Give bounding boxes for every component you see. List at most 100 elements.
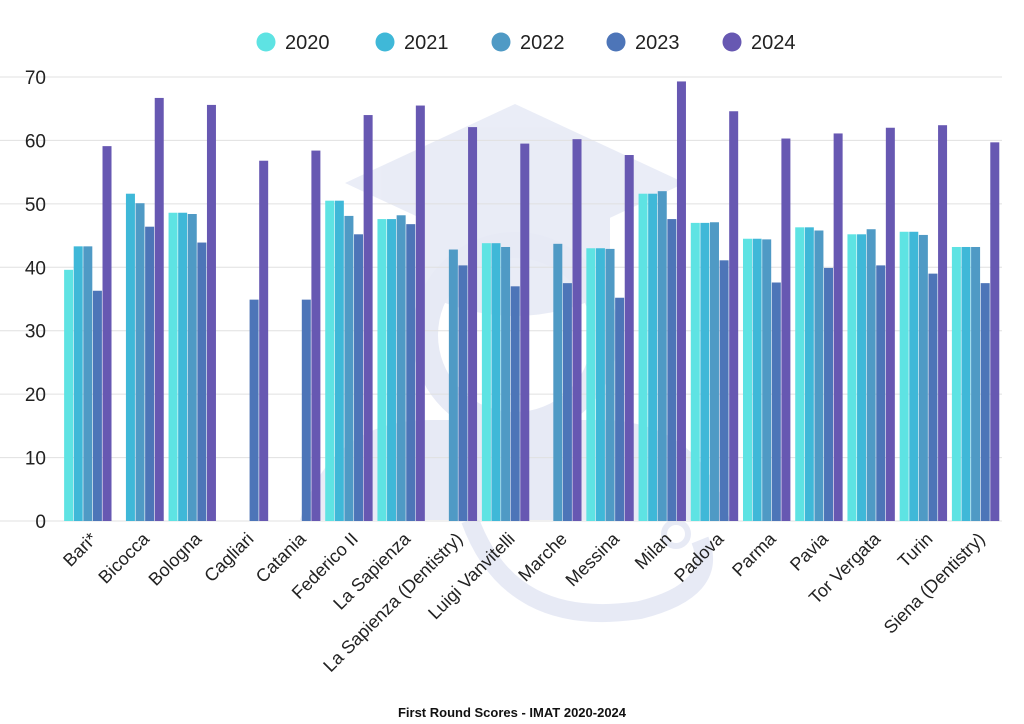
legend: 2020 2021 2022 2023 2024 — [256, 32, 796, 54]
bar-2023-4 — [301, 299, 311, 521]
bar-2024-13 — [781, 138, 791, 522]
bar-2023-13 — [771, 282, 781, 521]
bar-2020-16 — [899, 231, 909, 521]
bar-2020-11 — [638, 193, 648, 522]
bar-2021-0 — [73, 246, 83, 521]
bar-2023-5 — [354, 234, 364, 521]
bar-2021-15 — [857, 234, 867, 521]
y-tick-label: 30 — [25, 322, 46, 343]
bar-2023-0 — [92, 290, 102, 521]
bar-2022-14 — [814, 230, 824, 522]
x-category-label: Turin — [894, 529, 937, 572]
legend-label-2022: 2022 — [520, 32, 565, 54]
bar-2022-12 — [709, 222, 719, 521]
bar-2020-14 — [795, 227, 805, 521]
bar-2023-16 — [928, 273, 938, 521]
bar-2021-6 — [387, 219, 397, 521]
bar-2022-16 — [918, 234, 928, 522]
bar-2022-10 — [605, 248, 615, 522]
bar-2024-2 — [206, 104, 216, 521]
bar-2021-14 — [804, 227, 814, 521]
bar-2020-8 — [481, 243, 491, 521]
bar-2020-0 — [64, 269, 74, 521]
bar-2024-9 — [572, 139, 582, 521]
bar-2022-11 — [657, 191, 667, 521]
bar-2024-16 — [938, 125, 948, 521]
bar-2022-8 — [501, 246, 511, 521]
x-category-label: Milan — [631, 529, 676, 574]
bar-2021-13 — [752, 238, 762, 521]
x-category-label: Bari* — [59, 529, 101, 571]
bar-2021-12 — [700, 222, 710, 521]
bar-2023-15 — [876, 265, 886, 521]
bar-2024-6 — [415, 105, 425, 522]
bar-2021-11 — [648, 193, 658, 522]
bar-2022-6 — [396, 215, 406, 521]
bar-2020-17 — [951, 246, 961, 521]
bar-2020-10 — [586, 248, 596, 521]
bar-2022-5 — [344, 215, 354, 521]
bar-2023-9 — [562, 283, 572, 521]
bar-2021-16 — [909, 231, 919, 521]
bar-2021-8 — [491, 243, 501, 521]
legend-label-2023: 2023 — [635, 32, 680, 54]
bar-2021-1 — [125, 193, 135, 522]
chart-title: First Round Scores - IMAT 2020-2024 — [398, 705, 627, 720]
bar-2024-11 — [676, 81, 686, 521]
bar-2024-14 — [833, 133, 843, 522]
x-category-label: Cagliari — [200, 529, 257, 586]
bar-2023-17 — [980, 283, 990, 521]
bar-2022-13 — [762, 239, 772, 521]
bar-2023-10 — [615, 297, 625, 521]
bar-2024-4 — [311, 150, 321, 521]
bars — [64, 81, 1000, 522]
bar-2023-11 — [667, 219, 677, 521]
bar-2020-12 — [690, 222, 700, 521]
bar-2024-0 — [102, 146, 112, 521]
legend-label-2024: 2024 — [751, 32, 796, 54]
legend-swatch-2023 — [606, 32, 626, 52]
y-tick-label: 10 — [25, 449, 46, 470]
bar-2022-1 — [135, 203, 145, 522]
bar-2020-2 — [168, 212, 178, 522]
bar-2022-17 — [971, 246, 981, 521]
bar-2022-2 — [187, 214, 197, 521]
bar-2023-6 — [406, 224, 416, 521]
bar-2021-17 — [961, 246, 971, 521]
bar-2021-2 — [178, 212, 188, 522]
bar-2023-2 — [197, 242, 207, 521]
legend-label-2021: 2021 — [404, 32, 449, 54]
bar-2020-6 — [377, 219, 387, 521]
y-tick-label: 20 — [25, 385, 46, 406]
y-tick-label: 40 — [25, 258, 46, 279]
x-category-label: Messina — [562, 528, 624, 590]
bar-2021-10 — [595, 248, 605, 521]
y-tick-label: 0 — [35, 512, 46, 533]
legend-swatch-2021 — [375, 32, 395, 52]
bar-2024-12 — [729, 111, 739, 521]
x-category-label: Parma — [728, 528, 780, 580]
bar-2023-8 — [510, 286, 520, 521]
bar-2024-3 — [259, 160, 269, 521]
bar-2024-17 — [990, 142, 1000, 521]
bar-2023-1 — [145, 226, 155, 522]
x-category-label: Bicocca — [94, 528, 153, 587]
bar-2023-3 — [249, 299, 259, 521]
bar-2023-7 — [458, 265, 468, 521]
bar-2022-9 — [553, 243, 563, 521]
bar-2022-15 — [866, 229, 876, 521]
bar-2020-5 — [325, 200, 335, 521]
bar-2022-0 — [83, 246, 93, 521]
y-axis-tick-labels: 0 10 20 30 40 50 60 70 — [25, 68, 46, 533]
bar-2023-12 — [719, 260, 729, 521]
bar-2021-5 — [334, 200, 344, 521]
bar-2020-15 — [847, 234, 857, 521]
bar-2024-5 — [363, 115, 373, 522]
x-category-label: Pavia — [786, 528, 833, 575]
x-category-label: Bologna — [145, 528, 207, 590]
bar-2024-15 — [885, 127, 895, 521]
bar-2024-8 — [520, 143, 530, 521]
legend-label-2020: 2020 — [285, 32, 330, 54]
legend-swatch-2020 — [256, 32, 276, 52]
